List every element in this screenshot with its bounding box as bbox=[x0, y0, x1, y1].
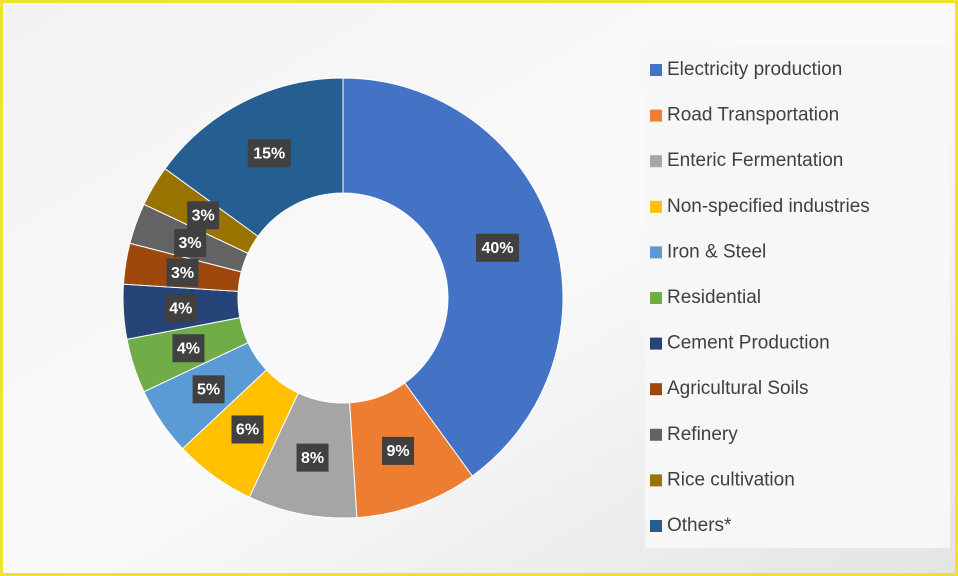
value-label-bg bbox=[296, 443, 329, 472]
legend-label: Others* bbox=[667, 515, 732, 536]
legend-swatch bbox=[650, 292, 662, 304]
value-label: 3% bbox=[171, 265, 194, 282]
value-label-bg bbox=[247, 139, 291, 168]
legend-label: Refinery bbox=[667, 424, 738, 445]
legend-swatch bbox=[650, 64, 662, 76]
legend-swatch bbox=[650, 428, 662, 441]
legend-label: Non-specified industries bbox=[667, 196, 870, 217]
legend-label: Electricity production bbox=[667, 59, 842, 80]
value-label: 4% bbox=[169, 300, 192, 317]
value-label: 8% bbox=[301, 450, 324, 467]
legend-label: Rice cultivation bbox=[667, 469, 795, 490]
legend-swatch bbox=[650, 520, 662, 532]
legend-label: Residential bbox=[667, 287, 761, 308]
legend-swatch bbox=[650, 200, 662, 213]
legend-label: Iron & Steel bbox=[667, 241, 766, 262]
legend-label: Agricultural Soils bbox=[667, 378, 809, 399]
slice bbox=[342, 77, 564, 477]
legend-swatch bbox=[650, 246, 662, 259]
value-label: 4% bbox=[177, 340, 200, 357]
value-label-bg bbox=[231, 415, 264, 444]
value-label-bg bbox=[192, 375, 225, 404]
value-label-bg bbox=[382, 436, 415, 465]
value-label-bg bbox=[166, 258, 199, 287]
legend-box bbox=[645, 45, 950, 548]
legend-swatch bbox=[650, 474, 662, 487]
value-label-bg bbox=[174, 228, 207, 257]
value-label: 5% bbox=[197, 382, 220, 399]
legend-label: Road Transportation bbox=[667, 105, 839, 126]
value-label-bg bbox=[476, 233, 520, 262]
legend-swatch bbox=[650, 155, 662, 168]
value-label-bg bbox=[164, 294, 197, 323]
value-label-bg bbox=[172, 334, 205, 363]
value-label: 9% bbox=[386, 443, 409, 460]
value-label: 3% bbox=[179, 235, 202, 252]
legend-swatch bbox=[650, 383, 662, 396]
legend-swatch bbox=[650, 337, 662, 350]
value-label: 40% bbox=[482, 240, 514, 257]
value-label-bg bbox=[187, 201, 220, 230]
value-label: 15% bbox=[253, 145, 285, 162]
legend-swatch bbox=[650, 109, 662, 122]
legend-label: Enteric Fermentation bbox=[667, 150, 843, 171]
value-label: 3% bbox=[192, 207, 215, 224]
legend-label: Cement Production bbox=[667, 333, 830, 354]
value-label: 6% bbox=[236, 422, 259, 439]
